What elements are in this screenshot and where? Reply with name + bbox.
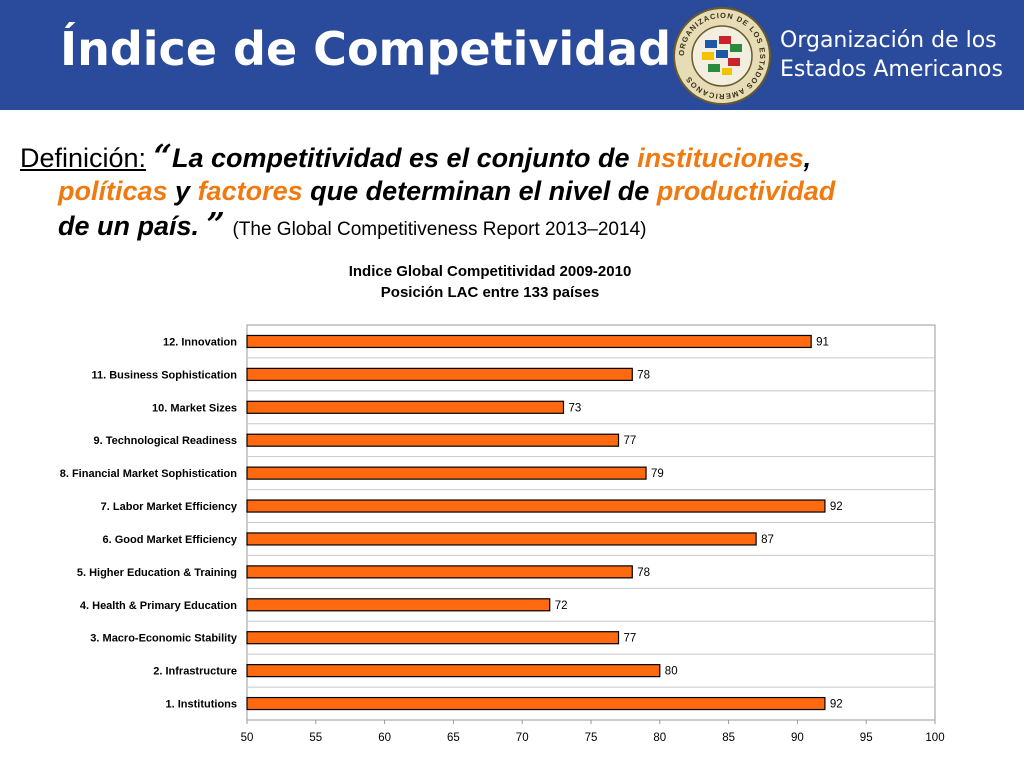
data-label: 77 — [624, 435, 637, 447]
category-label: 4. Health & Primary Education — [80, 600, 237, 612]
bar — [246, 466, 647, 480]
x-tick-label: 75 — [585, 732, 598, 744]
bar — [246, 532, 757, 546]
highlight-productividad: productividad — [656, 176, 836, 206]
data-label: 87 — [761, 534, 774, 546]
data-label: 77 — [624, 633, 637, 645]
flags-emblem — [702, 36, 742, 75]
x-tick-label: 95 — [860, 732, 873, 744]
bar — [246, 334, 812, 349]
highlight-politicas: políticas — [58, 176, 168, 206]
bar — [246, 598, 551, 612]
bar — [246, 367, 633, 381]
source-citation: (The Global Competitiveness Report 2013–… — [232, 219, 647, 240]
data-label: 73 — [568, 402, 581, 414]
category-label: 5. Higher Education & Training — [77, 567, 237, 579]
definition-label: Definición: — [20, 143, 147, 173]
x-tick-label: 65 — [447, 732, 460, 744]
category-label: 2. Infrastructure — [153, 666, 237, 678]
x-tick-label: 50 — [241, 732, 254, 744]
data-label: 91 — [816, 336, 829, 348]
highlight-factores: factores — [197, 176, 303, 206]
category-label: 6. Good Market Efficiency — [103, 534, 238, 546]
oas-seal-logo: ORGANIZACION DE LOS ESTADOS AMERICANOS — [673, 7, 771, 105]
data-label: 72 — [555, 600, 568, 612]
x-tick-label: 60 — [378, 732, 391, 744]
x-tick-label: 100 — [925, 732, 944, 744]
bar — [246, 664, 661, 678]
org-name-line-2: Estados Americanos — [780, 57, 1003, 82]
category-label: 8. Financial Market Sophistication — [60, 468, 238, 480]
category-label: 9. Technological Readiness — [94, 435, 237, 447]
bar — [246, 696, 826, 711]
x-tick-label: 70 — [516, 732, 529, 744]
x-tick-label: 55 — [309, 732, 322, 744]
definition-quote-comma: , — [803, 143, 812, 173]
data-label: 92 — [830, 501, 843, 513]
category-label: 7. Labor Market Efficiency — [101, 501, 238, 513]
definition-quote-part-1: La competitividad es el conjunto de — [171, 143, 638, 173]
chart-title: Indice Global Competitividad 2009-2010 — [348, 263, 632, 280]
page-title: Índice de Competividad — [60, 22, 672, 76]
org-name: Organización de los Estados Americanos — [780, 26, 1003, 84]
category-label: 3. Macro-Economic Stability — [90, 633, 238, 645]
category-label: 11. Business Sophistication — [92, 369, 238, 381]
x-tick-label: 90 — [791, 732, 804, 744]
org-name-line-1: Organización de los — [780, 28, 997, 53]
chart-subtitle: Posición LAC entre 133 países — [380, 284, 600, 301]
open-quote: “ — [153, 137, 172, 175]
data-label: 92 — [830, 699, 843, 711]
bar — [246, 499, 826, 513]
bar — [246, 565, 633, 579]
x-tick-label: 80 — [653, 732, 666, 744]
bar — [246, 433, 620, 447]
category-label: 10. Market Sizes — [152, 402, 237, 414]
definition-quote-part-4: de un país. — [58, 211, 207, 241]
definition-text: Definición: “La competitividad es el con… — [20, 140, 1010, 246]
bar — [246, 400, 565, 414]
category-label: 1. Institutions — [166, 699, 238, 711]
category-label: 12. Innovation — [163, 336, 237, 348]
highlight-instituciones: instituciones — [637, 143, 804, 173]
bar — [246, 631, 620, 645]
data-label: 80 — [665, 666, 678, 678]
data-label: 79 — [651, 468, 664, 480]
x-tick-label: 85 — [722, 732, 735, 744]
data-label: 78 — [637, 567, 650, 579]
definition-quote-part-2: y — [167, 176, 198, 206]
data-label: 78 — [637, 369, 650, 381]
definition-quote-part-3: que determinan el nivel de — [302, 176, 657, 206]
close-quote: ” — [206, 205, 225, 243]
header-bar: Índice de Competividad ORGANIZACION DE L… — [0, 0, 1024, 110]
